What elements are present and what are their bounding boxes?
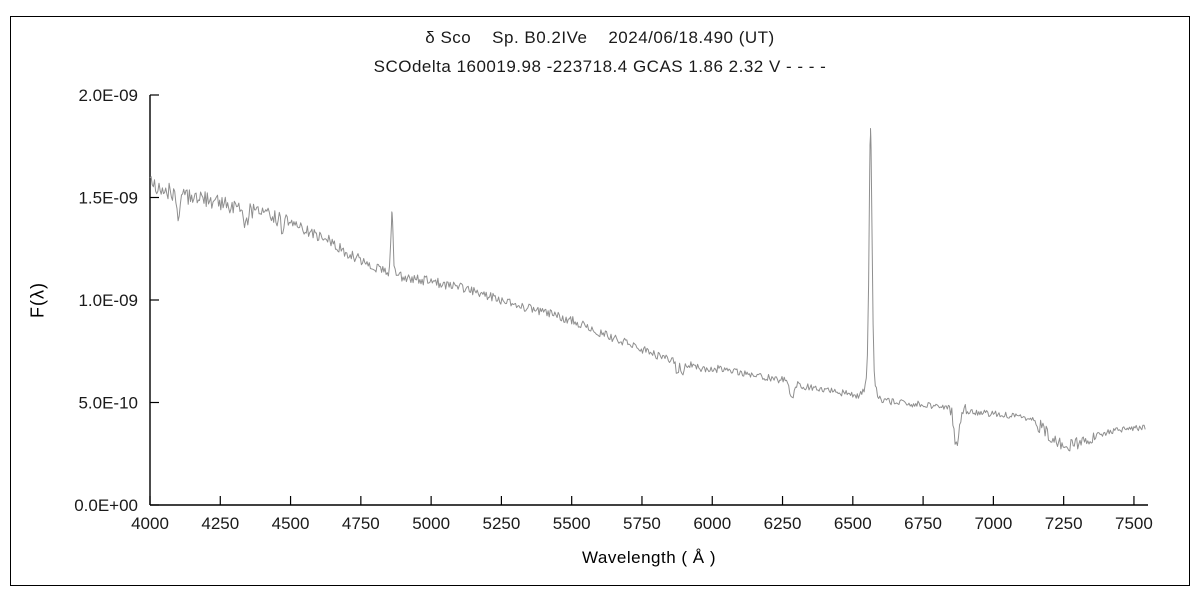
x-tick-label: 7250 <box>1045 514 1083 533</box>
y-tick-label: 2.0E-09 <box>78 86 138 105</box>
chart-title: δ Sco Sp. B0.2IVe 2024/06/18.490 (UT) <box>425 28 775 47</box>
x-axis-label: Wavelength ( Å ) <box>582 548 716 567</box>
y-tick-label: 1.5E-09 <box>78 189 138 208</box>
x-tick-label: 4750 <box>342 514 380 533</box>
x-tick-label: 5250 <box>482 514 520 533</box>
plot-frame <box>10 16 1190 586</box>
x-tick-label: 6250 <box>764 514 802 533</box>
x-tick-label: 6000 <box>693 514 731 533</box>
x-tick-label: 5500 <box>553 514 591 533</box>
x-tick-label: 7500 <box>1115 514 1153 533</box>
y-tick-label: 5.0E-10 <box>78 394 138 413</box>
x-tick-label: 6500 <box>834 514 872 533</box>
y-tick-label: 0.0E+00 <box>74 496 138 515</box>
x-tick-label: 4250 <box>201 514 239 533</box>
x-tick-label: 5750 <box>623 514 661 533</box>
spectrum-line <box>149 128 1146 452</box>
x-tick-label: 4000 <box>131 514 169 533</box>
chart-subtitle: SCOdelta 160019.98 -223718.4 GCAS 1.86 2… <box>373 57 827 76</box>
y-tick-label: 1.0E-09 <box>78 291 138 310</box>
x-tick-label: 7000 <box>974 514 1012 533</box>
x-tick-label: 5000 <box>412 514 450 533</box>
x-tick-label: 6750 <box>904 514 942 533</box>
x-tick-label: 4500 <box>272 514 310 533</box>
